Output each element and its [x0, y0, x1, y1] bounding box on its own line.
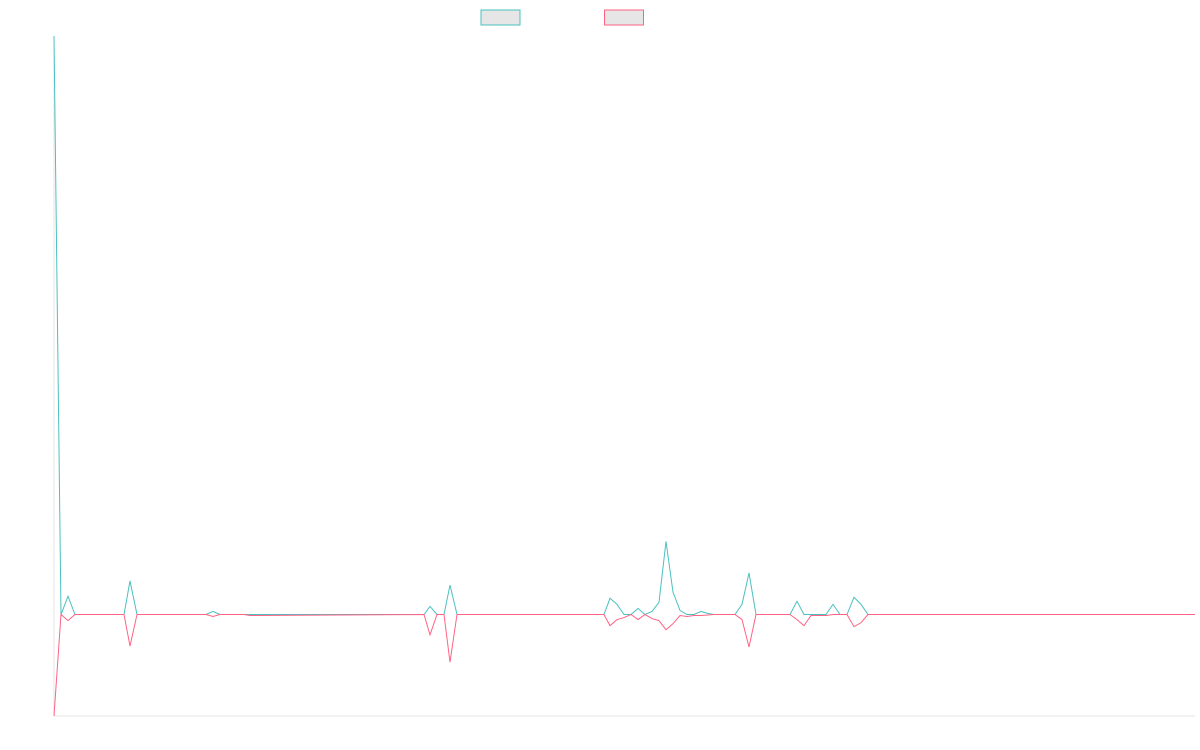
line-series	[53, 35, 1195, 616]
legend-swatch	[604, 9, 644, 26]
line-series	[53, 613, 1195, 717]
legend-swatch	[480, 9, 521, 26]
